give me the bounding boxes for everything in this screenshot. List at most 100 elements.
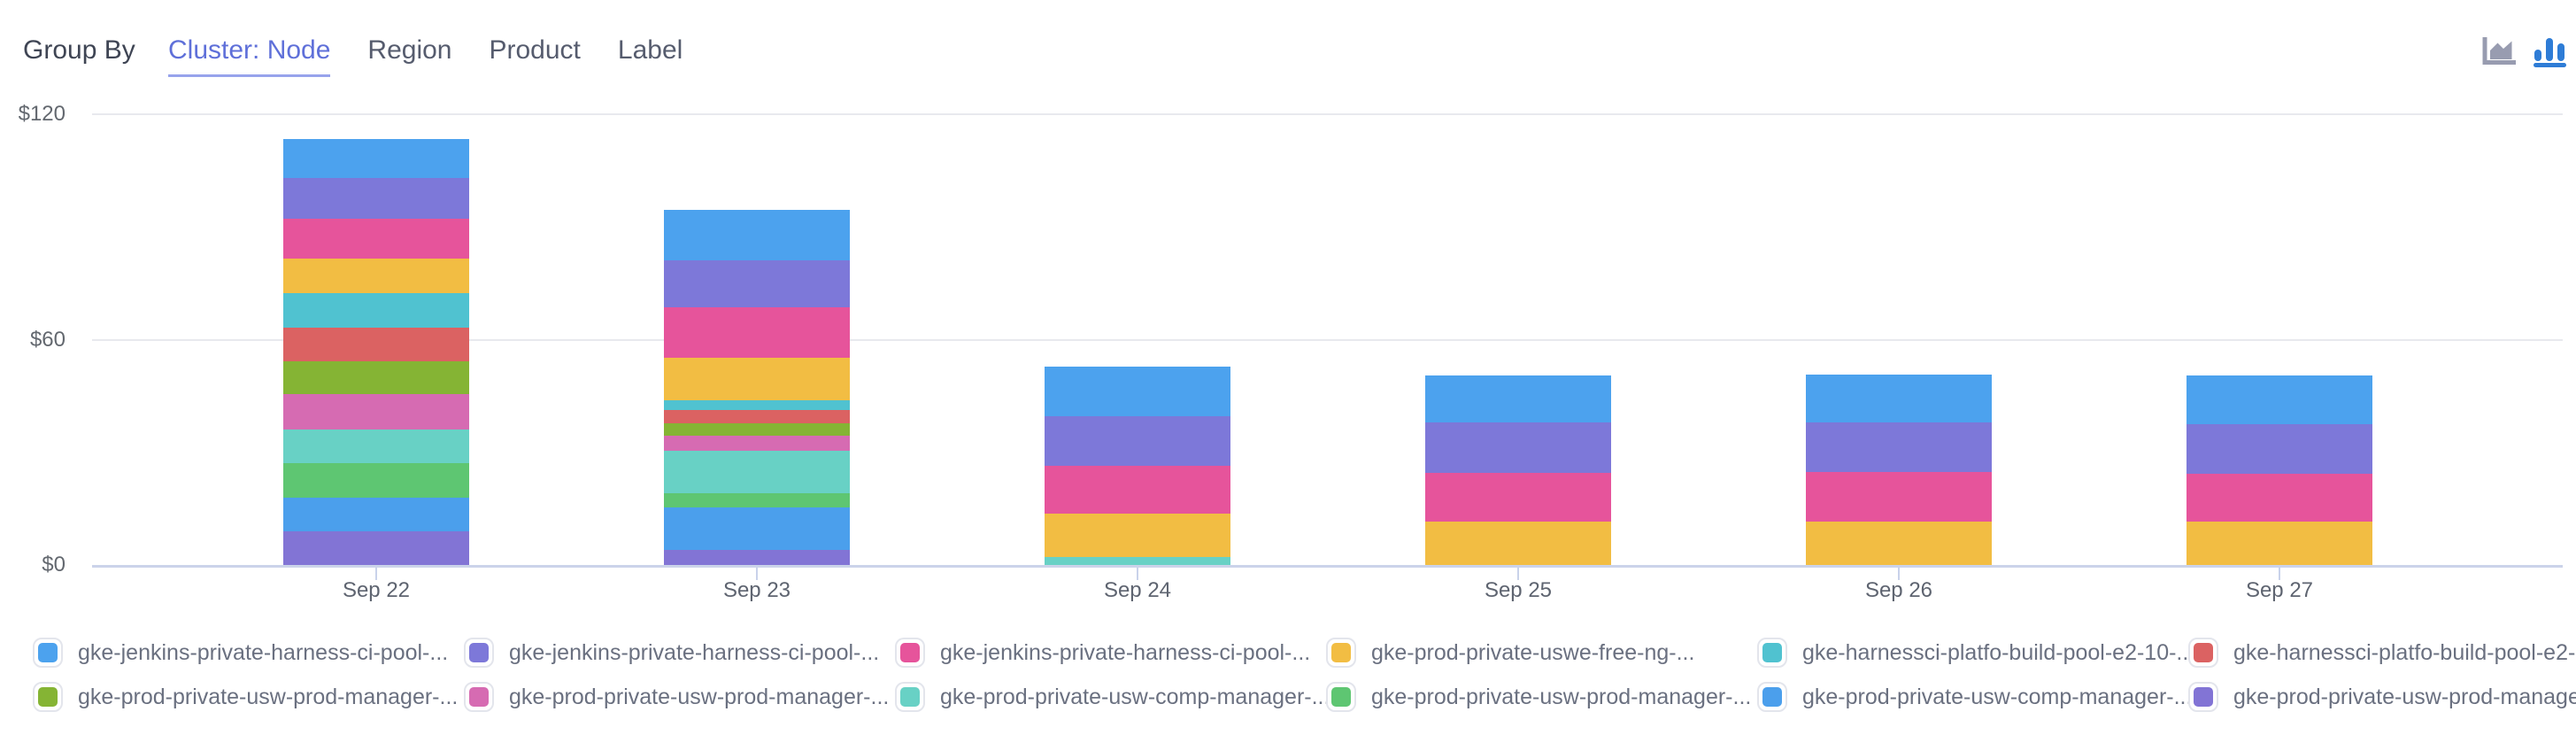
- legend-item[interactable]: gke-prod-private-usw-prod-manager-...: [2188, 682, 2576, 712]
- legend-color-swatch: [33, 682, 63, 712]
- bar-segment[interactable]: [1045, 367, 1230, 416]
- area-chart-icon: [2482, 37, 2518, 70]
- bar-segment[interactable]: [2187, 375, 2372, 424]
- legend-label: gke-jenkins-private-harness-ci-pool-...: [940, 639, 1311, 665]
- bar-segment[interactable]: [1806, 375, 1992, 422]
- legend-color-fill: [1331, 643, 1351, 662]
- area-chart-toggle-button[interactable]: [2482, 35, 2518, 67]
- legend-color-fill: [900, 687, 920, 707]
- bar-segment[interactable]: [664, 307, 850, 358]
- legend-item[interactable]: gke-prod-private-usw-prod-manager-...: [464, 682, 895, 712]
- y-axis-label: $60: [29, 327, 66, 352]
- bar-segment[interactable]: [1425, 422, 1611, 474]
- legend-color-fill: [1331, 687, 1351, 707]
- legend-label: gke-prod-private-usw-prod-manager-...: [2233, 684, 2576, 709]
- bar-segment[interactable]: [664, 450, 850, 493]
- bar-segment[interactable]: [664, 400, 850, 410]
- bar-segment[interactable]: [664, 357, 850, 401]
- bar-segment[interactable]: [664, 259, 850, 308]
- legend-color-swatch: [2188, 682, 2218, 712]
- bar-segment[interactable]: [283, 531, 469, 565]
- legend-color-fill: [2194, 643, 2213, 662]
- group-by-label: Group By: [23, 35, 135, 65]
- legend-color-fill: [900, 643, 920, 662]
- x-axis-label: Sep 23: [722, 578, 791, 602]
- legend-color-swatch: [1757, 638, 1787, 668]
- tab-cluster-node[interactable]: Cluster: Node: [168, 35, 331, 77]
- x-axis-label: Sep 24: [1103, 578, 1172, 602]
- legend-color-swatch: [895, 682, 925, 712]
- bar-sep-24: [1045, 367, 1230, 565]
- bar-segment[interactable]: [664, 549, 850, 565]
- bar-segment[interactable]: [1806, 472, 1992, 522]
- toolbar: Group By Cluster: Node Region Product Label: [0, 0, 2576, 97]
- x-axis-tick: [2279, 568, 2280, 580]
- bar-segment[interactable]: [1425, 375, 1611, 423]
- legend-item[interactable]: gke-harnessci-platfo-build-pool-e2-10-..…: [2188, 638, 2576, 668]
- bar-segment[interactable]: [1045, 514, 1230, 558]
- bar-segment[interactable]: [664, 422, 850, 437]
- bar-segment[interactable]: [283, 178, 469, 220]
- bar-segment[interactable]: [664, 210, 850, 260]
- bar-segment[interactable]: [664, 436, 850, 451]
- bar-segment[interactable]: [283, 292, 469, 329]
- x-axis-line: [92, 565, 2563, 568]
- bar-segment[interactable]: [1045, 557, 1230, 565]
- bar-segment[interactable]: [1806, 521, 1992, 565]
- x-axis-tick: [1517, 568, 1519, 580]
- bar-segment[interactable]: [283, 259, 469, 293]
- legend-item[interactable]: gke-jenkins-private-harness-ci-pool-...: [895, 638, 1326, 668]
- x-axis-label: Sep 25: [1484, 578, 1553, 602]
- bar-segment[interactable]: [283, 361, 469, 394]
- legend-color-swatch: [1326, 638, 1356, 668]
- x-axis-tick: [756, 568, 758, 580]
- legend-item[interactable]: gke-prod-private-usw-comp-manager-...: [1757, 682, 2188, 712]
- bar-segment[interactable]: [283, 393, 469, 430]
- legend-color-swatch: [2188, 638, 2218, 668]
- bar-segment[interactable]: [664, 492, 850, 508]
- bar-segment[interactable]: [283, 219, 469, 259]
- y-axis-label: $120: [18, 102, 66, 126]
- legend-item[interactable]: gke-jenkins-private-harness-ci-pool-...: [33, 638, 464, 668]
- legend-color-swatch: [1326, 682, 1356, 712]
- legend-item[interactable]: gke-prod-private-usw-prod-manager-...: [1326, 682, 1757, 712]
- bar-chart-icon: [2534, 38, 2567, 70]
- bar-segment[interactable]: [664, 409, 850, 423]
- bar-segment[interactable]: [2187, 474, 2372, 522]
- x-axis-tick: [1898, 568, 1900, 580]
- legend-color-fill: [38, 643, 58, 662]
- bar-segment[interactable]: [283, 463, 469, 498]
- bar-sep-25: [1425, 375, 1611, 565]
- bar-segment[interactable]: [2187, 423, 2372, 475]
- bar-sep-22: [283, 139, 469, 565]
- x-axis-label: Sep 27: [2245, 578, 2314, 602]
- tab-region[interactable]: Region: [367, 35, 451, 77]
- legend-item[interactable]: gke-harnessci-platfo-build-pool-e2-10-..…: [1757, 638, 2188, 668]
- legend-color-fill: [38, 687, 58, 707]
- bar-segment[interactable]: [283, 429, 469, 464]
- bar-segment[interactable]: [1045, 465, 1230, 514]
- bar-segment[interactable]: [283, 328, 469, 362]
- y-axis-label: $0: [42, 553, 66, 576]
- bar-segment[interactable]: [1425, 522, 1611, 565]
- legend-label: gke-harnessci-platfo-build-pool-e2-10-..…: [1802, 639, 2188, 665]
- bar-segment[interactable]: [2187, 522, 2372, 565]
- legend-item[interactable]: gke-prod-private-usw-prod-manager-...: [33, 682, 464, 712]
- legend-label: gke-harnessci-platfo-build-pool-e2-10-..…: [2233, 639, 2576, 665]
- bar-segment[interactable]: [1425, 473, 1611, 522]
- x-axis-tick: [1137, 568, 1138, 580]
- tab-product[interactable]: Product: [490, 35, 581, 77]
- bar-segment[interactable]: [283, 139, 469, 179]
- legend-item[interactable]: gke-prod-private-uswe-free-ng-...: [1326, 638, 1757, 668]
- legend-item[interactable]: gke-jenkins-private-harness-ci-pool-...: [464, 638, 895, 668]
- bar-segment[interactable]: [1045, 415, 1230, 466]
- legend-color-swatch: [464, 682, 494, 712]
- bar-segment[interactable]: [283, 497, 469, 532]
- bar-segment[interactable]: [664, 507, 850, 550]
- bar-segment[interactable]: [1806, 422, 1992, 473]
- legend-item[interactable]: gke-prod-private-usw-comp-manager-...: [895, 682, 1326, 712]
- bar-chart-toggle-button[interactable]: [2534, 35, 2567, 67]
- tab-label[interactable]: Label: [618, 35, 683, 77]
- legend-label: gke-prod-private-usw-comp-manager-...: [1802, 684, 2188, 709]
